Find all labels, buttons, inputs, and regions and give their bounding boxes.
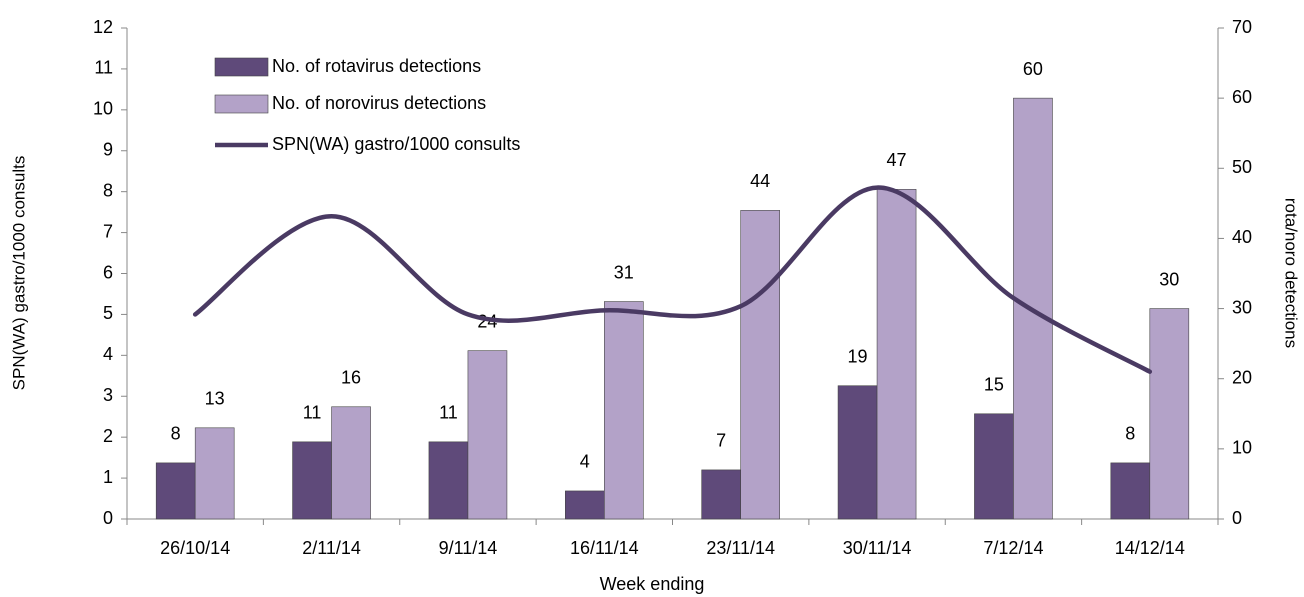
- bar: [292, 441, 332, 520]
- y-tick-label: 12: [93, 17, 113, 37]
- x-tick-label: 7/12/14: [983, 538, 1043, 558]
- bar: [604, 301, 644, 520]
- data-label: 19: [848, 346, 868, 366]
- bar: [194, 427, 235, 520]
- x-tick-label: 2/11/14: [302, 538, 361, 558]
- y2-tick-label: 10: [1232, 438, 1252, 458]
- y2-tick-label: 70: [1232, 17, 1252, 37]
- y2-tick-label: 50: [1232, 157, 1252, 177]
- y2-tick-label: 30: [1232, 297, 1252, 317]
- data-label: 44: [750, 171, 770, 191]
- legend-swatch: [214, 57, 269, 77]
- data-label: 8: [1125, 424, 1135, 444]
- y-tick-label: 8: [103, 180, 113, 200]
- bar: [467, 350, 508, 520]
- y2-tick-label: 20: [1232, 367, 1252, 387]
- data-label: 15: [984, 375, 1004, 395]
- y-tick-label: 2: [103, 426, 113, 446]
- bar: [565, 490, 605, 520]
- line: [192, 185, 1153, 374]
- legend-label: No. of rotavirus detections: [272, 56, 481, 76]
- y-tick-label: 3: [103, 385, 113, 405]
- y-tick-label: 5: [103, 303, 113, 323]
- legend-label: SPN(WA) gastro/1000 consults: [272, 134, 520, 154]
- data-label: 11: [439, 403, 458, 423]
- legend-label: No. of norovirus detections: [272, 93, 486, 113]
- data-label: 7: [716, 431, 726, 451]
- bar: [1110, 462, 1151, 520]
- y-tick-label: 1: [103, 467, 113, 487]
- x-tick-label: 9/11/14: [439, 538, 498, 558]
- data-label: 60: [1023, 59, 1043, 79]
- y-tick-label: 0: [103, 508, 113, 528]
- y2-tick-label: 40: [1232, 227, 1252, 247]
- data-label: 30: [1159, 269, 1179, 289]
- y-tick-label: 7: [103, 221, 113, 241]
- bar: [740, 210, 780, 520]
- data-label: 31: [614, 262, 634, 282]
- x-tick-label: 14/12/14: [1115, 538, 1185, 558]
- data-label: 16: [341, 368, 361, 388]
- y-axis-title: SPN(WA) gastro/1000 consults: [9, 156, 28, 391]
- x-tick-label: 26/10/14: [160, 538, 230, 558]
- bar: [837, 385, 878, 520]
- bar: [701, 469, 741, 520]
- data-label: 47: [887, 150, 907, 170]
- y-tick-label: 11: [94, 58, 113, 78]
- data-label: 13: [205, 389, 225, 409]
- bar: [331, 406, 371, 520]
- y2-tick-label: 0: [1232, 508, 1242, 528]
- data-label: 4: [580, 452, 590, 472]
- legend-swatch: [214, 94, 269, 114]
- y2-axis-title: rota/noro detections: [1282, 198, 1301, 348]
- data-label: 11: [303, 403, 322, 423]
- bar: [155, 462, 196, 520]
- x-tick-label: 30/11/14: [843, 538, 912, 558]
- bar: [876, 189, 917, 520]
- bar: [428, 441, 469, 520]
- x-axis-title: Week ending: [600, 574, 705, 594]
- data-label: 8: [171, 424, 181, 444]
- y-tick-label: 4: [103, 344, 113, 364]
- y-tick-label: 6: [103, 262, 113, 282]
- bar: [1149, 308, 1190, 520]
- x-tick-label: 23/11/14: [706, 538, 775, 558]
- y-tick-label: 9: [103, 140, 113, 160]
- x-tick-label: 16/11/14: [570, 538, 639, 558]
- y2-tick-label: 60: [1232, 87, 1252, 107]
- bar: [974, 413, 1014, 520]
- y-tick-label: 10: [93, 99, 113, 119]
